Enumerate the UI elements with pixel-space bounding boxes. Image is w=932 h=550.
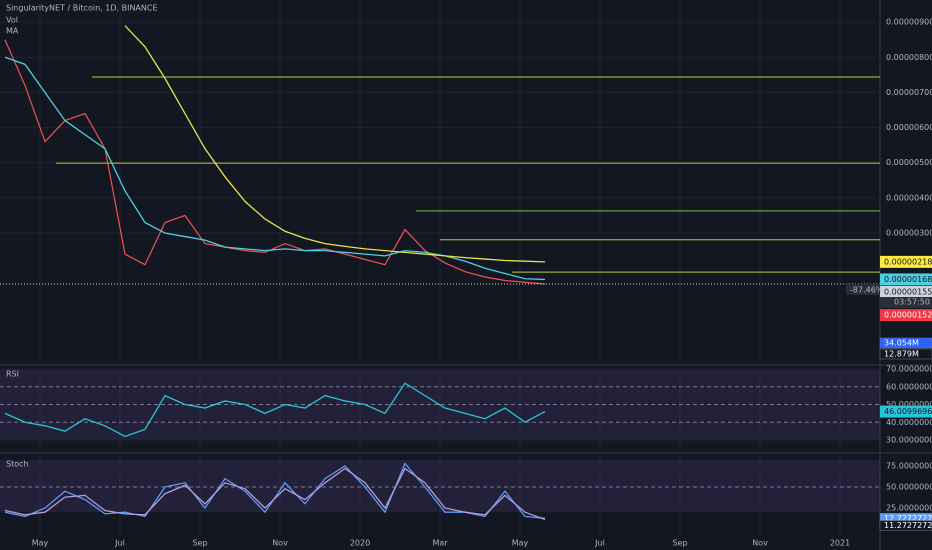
chart-title: SingularityNET / Bitcoin, 1D, BINANCE — [6, 4, 158, 13]
x-tick-label: May — [32, 539, 49, 548]
y-tick-label: 70.00000000 — [886, 365, 932, 374]
price-tag-label: 0.00000168 — [884, 275, 932, 284]
y-tick-label: 0.00000300 — [886, 229, 932, 238]
countdown: 03:57:50 — [894, 298, 930, 307]
series-line — [4, 39, 546, 285]
volume-label: 12.879M — [884, 350, 919, 359]
x-tick-label: May — [512, 539, 529, 548]
y-tick-label: 0.00000500 — [886, 158, 932, 167]
price-tag — [880, 405, 932, 418]
countdown-box — [880, 297, 932, 309]
series-line — [124, 25, 546, 263]
stoch-band — [0, 460, 880, 512]
value-tag-label: 12.72727273 — [884, 514, 932, 523]
y-tick-label: 30.00000000 — [886, 436, 932, 445]
change-box — [846, 284, 880, 296]
y-tick-label: 0.00000600 — [886, 123, 932, 132]
volume-tag — [879, 348, 932, 360]
x-tick-label: Nov — [752, 539, 768, 548]
pane-title: RSI — [6, 370, 19, 379]
value-tag — [879, 520, 932, 531]
y-tick-label: 0.00000700 — [886, 88, 932, 97]
x-tick-label: 2021 — [830, 539, 850, 548]
series-line — [4, 382, 546, 438]
y-tick-label: 75.00000000 — [886, 462, 932, 471]
y-tick-label: 0.00000400 — [886, 193, 932, 202]
price-tag — [880, 255, 932, 268]
pane-title: Stoch — [6, 460, 29, 469]
ma-label: MA — [6, 27, 19, 36]
x-tick-label: Jul — [594, 539, 605, 548]
x-tick-label: 2020 — [350, 539, 370, 548]
series-line — [4, 467, 546, 521]
volume-tag — [879, 337, 932, 349]
price-tag-label: 0.00000218 — [884, 257, 932, 266]
value-tag-label: 11.27272727 — [884, 521, 932, 530]
y-tick-label: 0.00000900 — [886, 18, 932, 27]
y-tick-label: 50.00000000 — [886, 400, 932, 409]
x-tick-label: Sep — [672, 539, 687, 548]
series-line — [4, 56, 546, 281]
y-tick-label: 50.00000000 — [886, 483, 932, 492]
x-tick-label: Sep — [192, 539, 207, 548]
y-tick-label: 25.00000000 — [886, 504, 932, 513]
price-tag — [880, 286, 932, 299]
x-tick-label: Nov — [272, 539, 288, 548]
y-tick-label: 0.00000800 — [886, 53, 932, 62]
y-tick-label: 40.00000000 — [886, 418, 932, 427]
price-tag-label: 46.00996963 — [884, 407, 932, 416]
x-tick-label: Jul — [114, 539, 125, 548]
price-tag-label: 0.00000152 — [884, 311, 932, 320]
change-label: -87.46% — [850, 286, 884, 295]
volume-label: Vol — [6, 16, 18, 25]
volume-label: 34.054M — [884, 339, 919, 348]
price-tag-label: 0.00000155 — [884, 288, 932, 297]
price-tag — [880, 309, 932, 322]
price-tag — [880, 273, 932, 286]
y-tick-label: 60.00000000 — [886, 382, 932, 391]
x-tick-label: Mar — [432, 539, 448, 548]
